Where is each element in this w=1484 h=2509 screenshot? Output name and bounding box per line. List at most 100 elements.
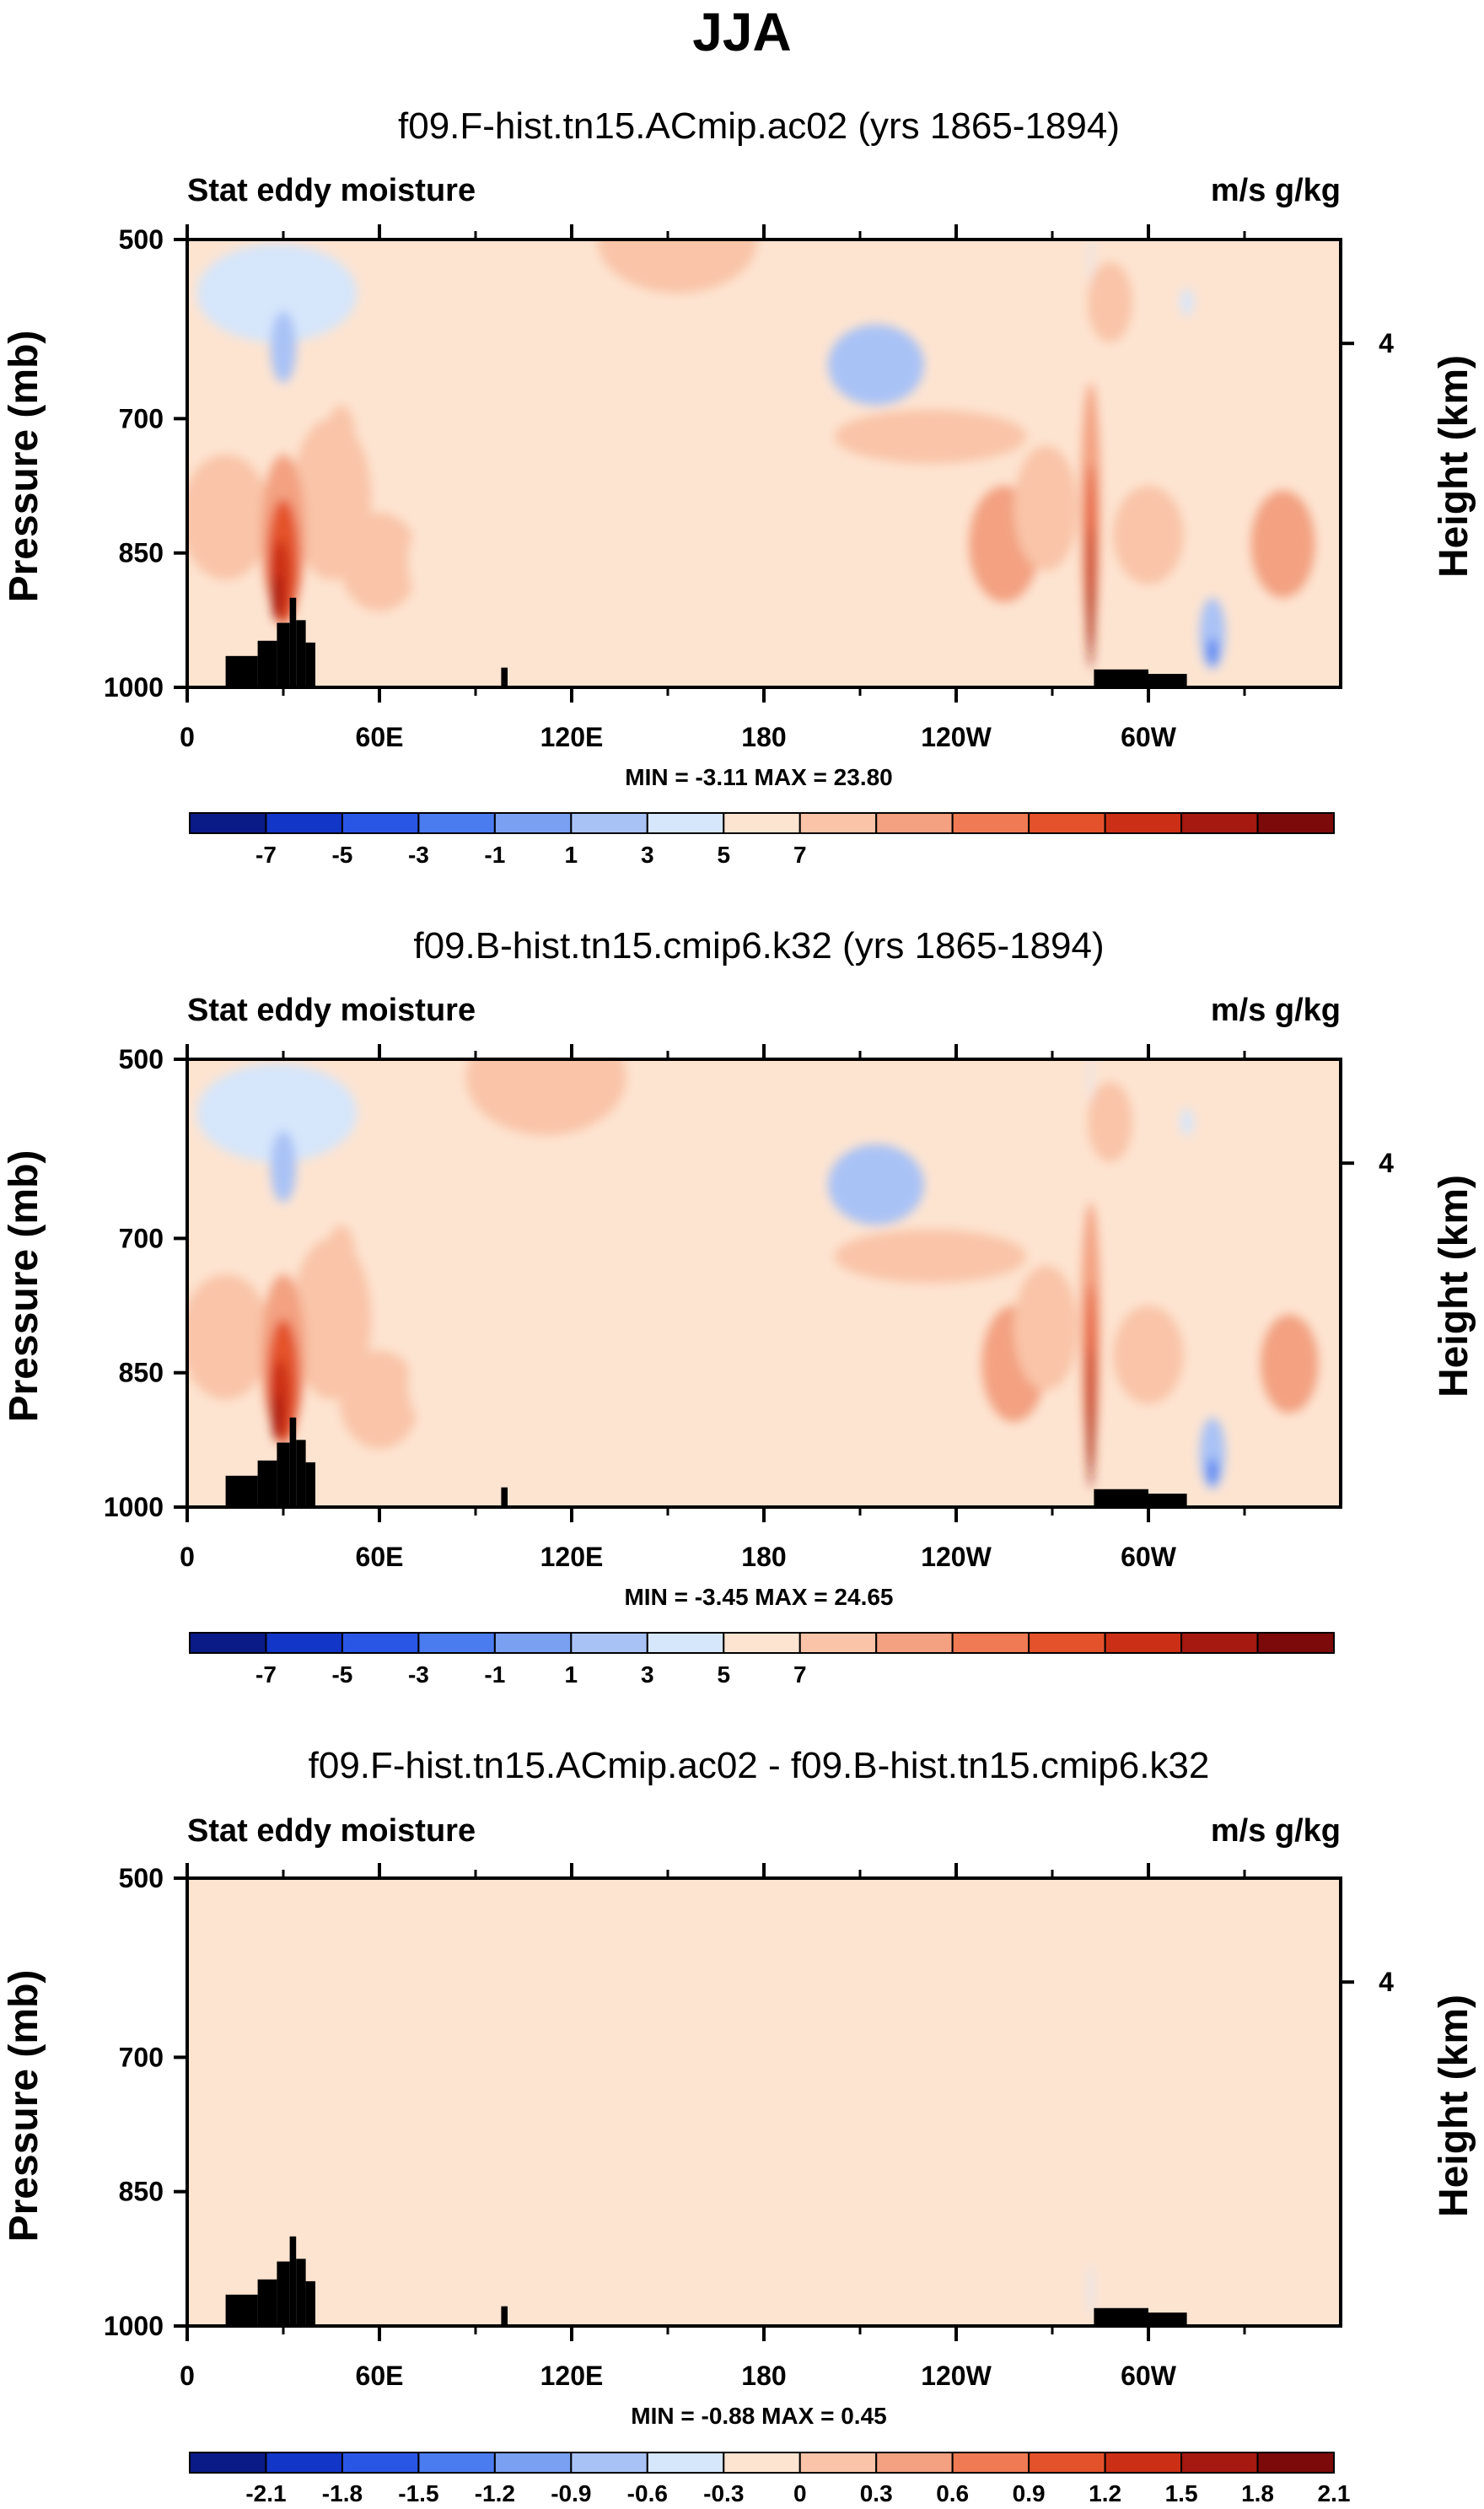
panel-3-colorbar-label: -1.2: [475, 2480, 515, 2506]
panel-1-field-feature-19: [1113, 486, 1184, 584]
panel-3-ytick-label: 850: [119, 2177, 164, 2207]
panel-1-xtick-label: 120W: [921, 722, 992, 752]
panel-2-colorbar-label: -3: [408, 1661, 429, 1688]
panel-1-field-feature-8: [187, 454, 271, 580]
panel-3-topography-block-8: [1148, 2312, 1187, 2326]
panel-2-ytick-label: 850: [119, 1358, 164, 1388]
panel-2-right-tick-label: 4: [1379, 1148, 1394, 1178]
panel-1-colorbar-swatch: [1028, 812, 1106, 834]
panel-3-right-tick-label: 4: [1379, 1967, 1394, 1997]
panel-1-colorbar-swatch: [1104, 812, 1183, 834]
panel-1-colorbar-label: 5: [717, 842, 730, 868]
panel-1-field-feature-16: [834, 409, 1027, 464]
panel-2-field-feature-7: [828, 1144, 924, 1225]
panel-2-colorbar-swatch: [723, 1632, 801, 1654]
panel-1-topography-block-1: [257, 640, 277, 687]
panel-3-ylabel: Pressure (mb): [2, 1970, 46, 2242]
panel-1-field-feature-20: [1250, 490, 1315, 598]
panel-2-ylabel: Pressure (mb): [2, 1150, 46, 1423]
panel-1-land-mask: [225, 597, 1187, 687]
panel-1-units-label: m/s g/kg: [1211, 173, 1341, 208]
panel-2-colorbar-label: -7: [255, 1661, 277, 1688]
panel-1-ylabel-right: Height (km): [1432, 355, 1476, 578]
panel-1-field-background: [187, 240, 1341, 687]
panel-3-colorbar-label: 0: [793, 2480, 807, 2506]
panel-2-colorbar-swatch: [189, 1632, 267, 1654]
panel-2-field-feature-16: [834, 1229, 1027, 1284]
panel-2-colorbar-swatch: [951, 1632, 1030, 1654]
panel-3-colorbar-label: -1.8: [322, 2480, 363, 2506]
panel-1-colorbar-swatch: [417, 812, 496, 834]
panel-1-field-feature-31: [1089, 240, 1093, 285]
panel-3-colorbar-swatch: [265, 2452, 343, 2474]
panel-2-field-feature-18: [1014, 1265, 1078, 1391]
panel-1-colorbar-label: -1: [484, 842, 505, 868]
panel-2-topography-block-2: [277, 1442, 290, 1507]
panel-2-field-feature-13: [549, 1368, 582, 1467]
panel-3-field-feature-7: [1089, 2263, 1093, 2318]
panel-2-colorbar-swatch: [646, 1632, 725, 1654]
panel-2-field-feature-31: [1089, 1059, 1093, 1105]
panel-2-colorbar-swatch: [341, 1632, 420, 1654]
panel-2-colorbar-swatch: [265, 1632, 343, 1654]
panel-2-field-feature-6: [1202, 1059, 1331, 1185]
panel-2-colorbar: -7 -5 -3 -1 1 3 5 7: [189, 1632, 1335, 1688]
panel-3-ytick-label: 500: [119, 1863, 164, 1893]
panel-2-field-feature-11: [339, 1350, 420, 1449]
panel-2-plot-area: [187, 1059, 1341, 1507]
panel-2-colorbar-swatch: [875, 1632, 954, 1654]
panel-1-field-feature-22: [1207, 638, 1218, 665]
panel-2-field-feature-0: [465, 1059, 626, 1136]
panel-3-plot-area: [187, 1878, 1341, 2326]
panel-1-colorbar-label: 1: [565, 842, 578, 868]
panel-2-field-feature-2: [270, 1130, 297, 1203]
panel-1-left-label: Stat eddy moisture: [187, 173, 476, 208]
panel-3-colorbar-label: -0.9: [551, 2480, 591, 2506]
panel-1-ylabel: Pressure (mb): [2, 331, 46, 603]
panel-3-colorbar-label: 0.6: [936, 2480, 969, 2506]
panel-2-field-feature-1: [196, 1063, 358, 1163]
panel-3-topography-block-7: [1094, 2307, 1148, 2326]
panel-2-field-feature-20: [1261, 1314, 1319, 1413]
panel-3-colorbar-swatch: [189, 2452, 267, 2474]
panel-1-colorbar-swatch: [798, 812, 878, 834]
panel-3-xtick-label: 60W: [1121, 2361, 1177, 2391]
panel-3-colorbar-swatch: [1180, 2452, 1259, 2474]
panel-1-colorbar-label: -7: [255, 842, 277, 868]
panel-1-title: f09.F-hist.tn15.ACmip.ac02 (yrs 1865-189…: [398, 105, 1120, 147]
panel-2-xtick-label: 60E: [356, 1542, 404, 1572]
panel-3-colorbar-label: 2.1: [1318, 2480, 1351, 2506]
panel-2-colorbar-label: 1: [565, 1661, 578, 1688]
panel-3-colorbar-label: 0.3: [860, 2480, 893, 2506]
panel-1-colorbar-label: 7: [793, 842, 807, 868]
panel-3-land-mask: [225, 2236, 1187, 2326]
panel-1-field-feature-1: [196, 244, 358, 343]
panel-3-stats: MIN = -0.88 MAX = 0.45: [631, 2403, 886, 2429]
panel-1-field-feature-11: [339, 512, 420, 611]
panel-2-left-label: Stat eddy moisture: [187, 993, 476, 1028]
panel-1-field-feature-0: [597, 240, 758, 293]
panel-3-topography-block-6: [501, 2306, 508, 2326]
panel-1-field-feature-5: [1180, 288, 1194, 316]
panel-3-title: f09.F-hist.tn15.ACmip.ac02 - f09.B-hist.…: [309, 1745, 1210, 1786]
panel-1-field-feature-7: [828, 324, 924, 406]
panel-3-ylabel-right: Height (km): [1432, 1995, 1476, 2217]
panel-2-plot-frame: [186, 1058, 1342, 1509]
panel-3-colorbar-label: -2.1: [245, 2480, 286, 2506]
panel-3-ytick-label: 1000: [104, 2311, 164, 2341]
panel-3-xtick-label: 180: [741, 2361, 786, 2391]
panel-3-colorbar-label: 1.5: [1165, 2480, 1198, 2506]
panel-3-colorbar-label: -0.6: [627, 2480, 668, 2506]
panel-2-topography-block-8: [1148, 1494, 1187, 1507]
panel-3-xtick-label: 0: [180, 2361, 195, 2391]
panel-2-title: f09.B-hist.tn15.cmip6.k32 (yrs 1865-1894…: [413, 925, 1104, 966]
panel-2-ytick-label: 500: [119, 1044, 164, 1074]
panel-2-colorbar-swatch: [1028, 1632, 1106, 1654]
panel-3-topography-block-4: [296, 2259, 306, 2326]
panel-2-topography-block-5: [305, 1462, 315, 1507]
panel-1-topography-block-2: [277, 622, 290, 687]
panel-3-colorbar-swatch: [493, 2452, 573, 2474]
panel-3-left-label: Stat eddy moisture: [187, 1813, 476, 1849]
panel-1-xtick-label: 180: [741, 722, 786, 752]
panel-1-colorbar-swatch: [951, 812, 1030, 834]
